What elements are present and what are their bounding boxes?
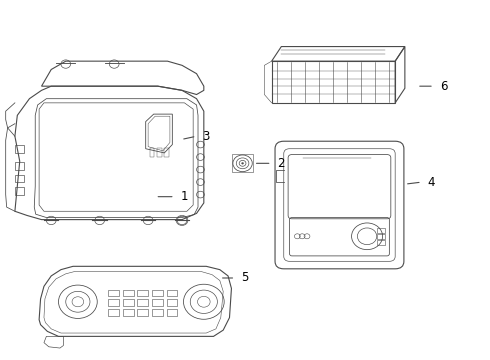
Bar xyxy=(149,148,154,157)
Bar xyxy=(123,290,134,296)
Bar xyxy=(108,290,119,296)
Bar xyxy=(138,309,148,316)
Text: 3: 3 xyxy=(202,130,210,143)
Bar xyxy=(167,290,177,296)
Bar xyxy=(164,148,169,157)
Bar xyxy=(15,175,24,182)
Bar xyxy=(138,299,148,306)
Text: 6: 6 xyxy=(440,80,447,93)
Bar xyxy=(15,162,24,170)
Text: 2: 2 xyxy=(277,157,285,170)
Bar xyxy=(152,309,163,316)
Bar xyxy=(15,187,24,195)
Bar xyxy=(152,290,163,296)
Text: 1: 1 xyxy=(181,190,188,203)
Text: 4: 4 xyxy=(428,176,435,189)
Circle shape xyxy=(242,162,244,164)
Text: 5: 5 xyxy=(241,271,248,284)
Bar xyxy=(377,228,385,233)
Bar xyxy=(167,309,177,316)
Bar xyxy=(377,240,385,246)
Bar xyxy=(108,299,119,306)
Bar xyxy=(123,309,134,316)
Bar xyxy=(377,234,385,239)
Bar xyxy=(152,299,163,306)
Bar xyxy=(167,299,177,306)
Bar xyxy=(123,299,134,306)
Bar xyxy=(108,309,119,316)
Bar xyxy=(15,145,24,153)
Bar xyxy=(157,148,162,157)
Bar xyxy=(232,154,253,172)
Bar xyxy=(138,290,148,296)
